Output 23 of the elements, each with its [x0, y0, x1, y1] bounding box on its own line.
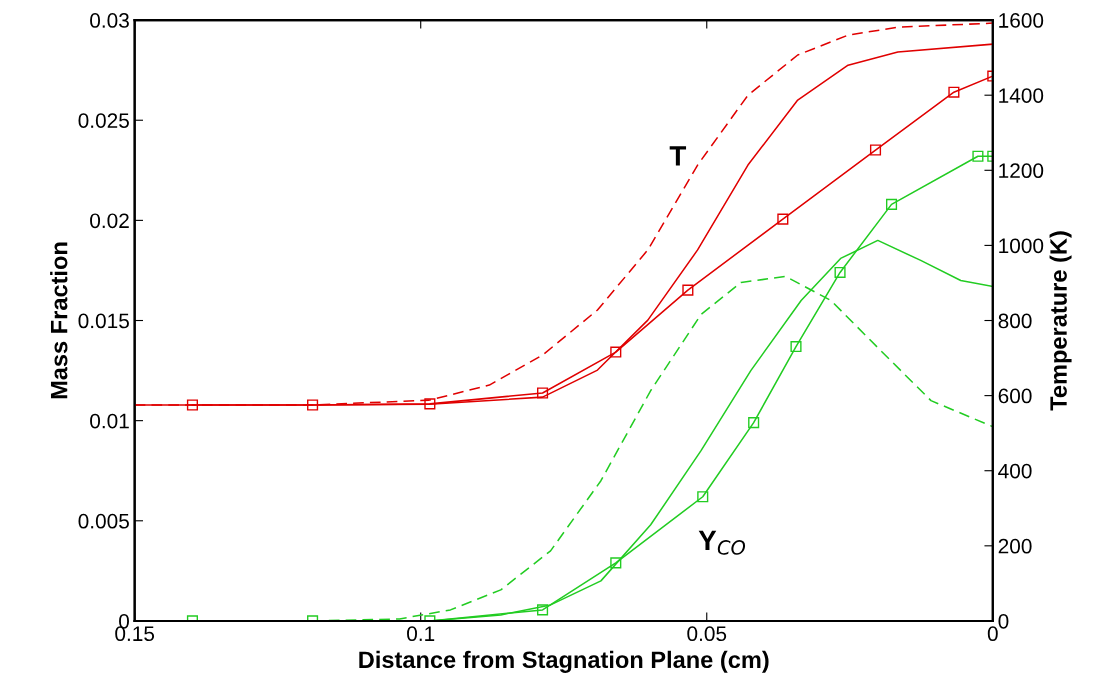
y2-tick-label: 1600 [999, 13, 1044, 28]
x-tick-label: 0.1 [407, 626, 435, 642]
y2-tick-label: 1400 [999, 88, 1044, 103]
y2-tick-label: 800 [998, 313, 1032, 329]
y-tick-label: 0.025 [78, 113, 129, 128]
y-tick-label: 0.005 [78, 513, 129, 529]
annotation: T [669, 146, 687, 166]
y-tick-label: 0.015 [78, 313, 129, 329]
x-tick-label: 0 [987, 626, 998, 642]
y2-tick-label: 1200 [999, 163, 1044, 179]
annotation: Y$_{CO}$ [698, 530, 746, 555]
y2-tick-label: 400 [998, 463, 1032, 479]
y2-tick-label: 0 [998, 613, 1009, 629]
y2-tick-label: 600 [998, 388, 1032, 404]
y-tick-label: 0.02 [90, 213, 129, 229]
y-axis-title: Mass Fraction [50, 242, 68, 399]
x-axis-title: Distance from Stagnation Plane (cm) [359, 650, 769, 673]
x-tick-label: 0.05 [687, 626, 727, 642]
y-tick-label: 0.01 [90, 413, 129, 429]
y2-tick-label: 200 [998, 538, 1032, 554]
y2-tick-label: 1000 [999, 238, 1044, 254]
y2-axis-title: Temperature (K) [1049, 231, 1072, 411]
y-tick-label: 0.03 [90, 13, 129, 28]
